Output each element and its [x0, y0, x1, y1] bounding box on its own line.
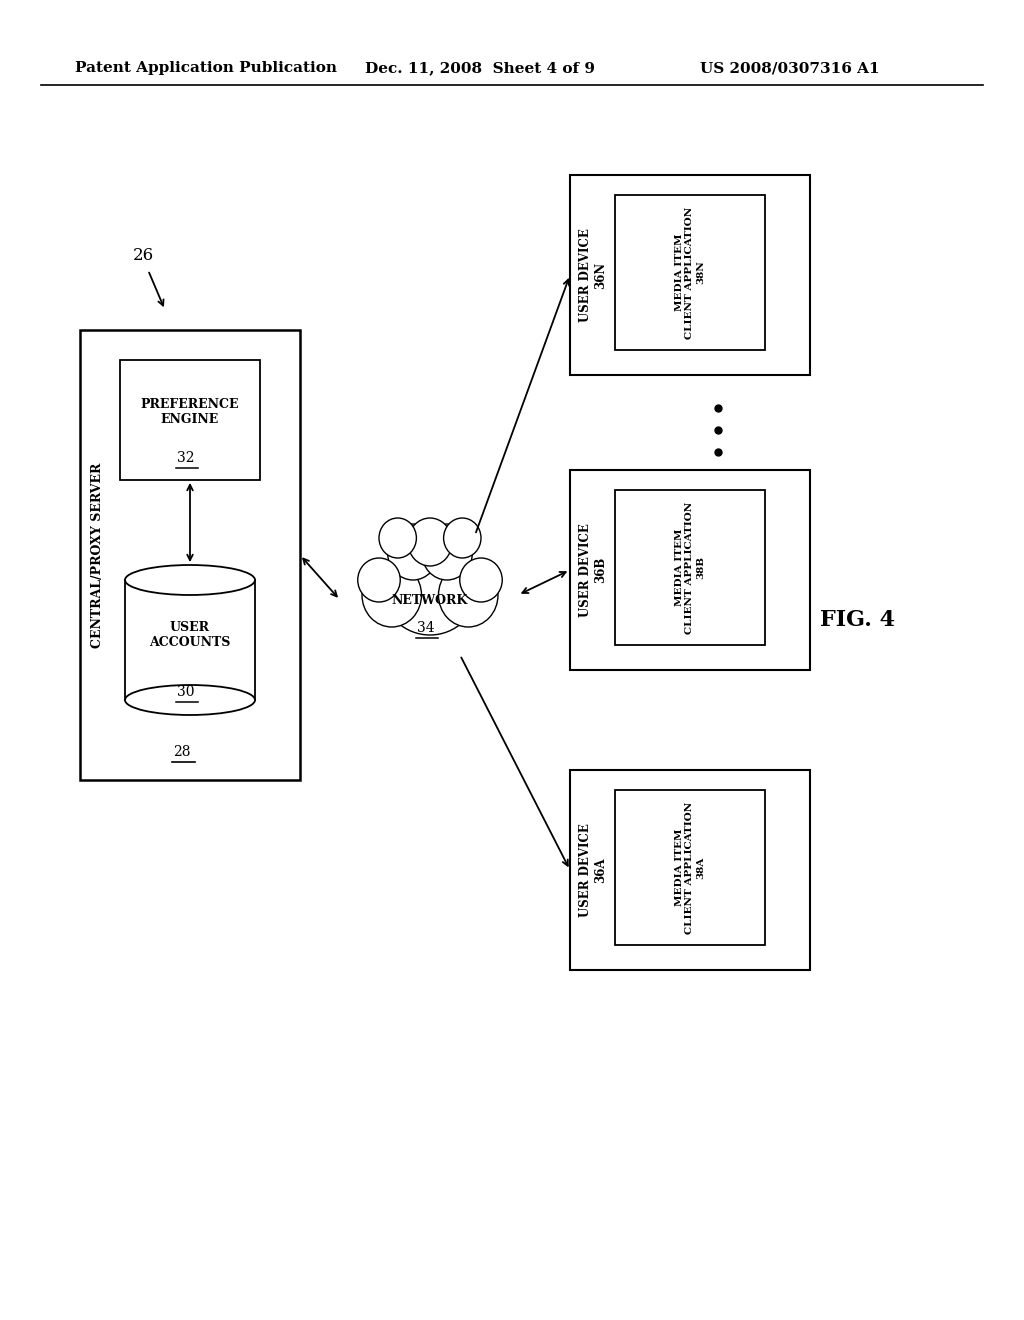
Ellipse shape [125, 685, 255, 715]
Text: USER DEVICE
36B: USER DEVICE 36B [579, 523, 607, 616]
Bar [570, 470, 810, 671]
Ellipse shape [362, 564, 422, 627]
Bar [570, 770, 810, 970]
Text: 28: 28 [173, 744, 190, 759]
Text: Dec. 11, 2008  Sheet 4 of 9: Dec. 11, 2008 Sheet 4 of 9 [365, 61, 595, 75]
Text: USER
ACCOUNTS: USER ACCOUNTS [150, 620, 230, 649]
Text: Patent Application Publication: Patent Application Publication [75, 61, 337, 75]
Text: NETWORK: NETWORK [392, 594, 468, 606]
Text: USER DEVICE
36N: USER DEVICE 36N [579, 228, 607, 322]
Ellipse shape [383, 545, 477, 635]
Ellipse shape [387, 524, 438, 579]
Ellipse shape [379, 517, 417, 558]
Text: 30: 30 [177, 685, 195, 700]
Text: FIG. 4: FIG. 4 [820, 609, 895, 631]
Ellipse shape [443, 517, 481, 558]
Bar [80, 330, 300, 780]
Ellipse shape [438, 564, 498, 627]
Text: MEDIA ITEM
CLIENT APPLICATION
38N: MEDIA ITEM CLIENT APPLICATION 38N [675, 206, 705, 339]
Ellipse shape [357, 558, 400, 602]
Text: 26: 26 [133, 247, 155, 264]
Text: MEDIA ITEM
CLIENT APPLICATION
38B: MEDIA ITEM CLIENT APPLICATION 38B [675, 502, 705, 634]
Ellipse shape [408, 517, 453, 566]
Text: 32: 32 [177, 451, 195, 465]
Text: USER DEVICE
36A: USER DEVICE 36A [579, 824, 607, 917]
Text: CENTRAL/PROXY SERVER: CENTRAL/PROXY SERVER [91, 462, 104, 648]
Ellipse shape [422, 524, 472, 579]
Bar [120, 360, 260, 480]
Text: US 2008/0307316 A1: US 2008/0307316 A1 [700, 61, 880, 75]
Bar [615, 195, 765, 350]
Bar [615, 789, 765, 945]
Ellipse shape [125, 565, 255, 595]
Text: PREFERENCE
ENGINE: PREFERENCE ENGINE [140, 399, 240, 426]
Bar [570, 176, 810, 375]
Text: MEDIA ITEM
CLIENT APPLICATION
38A: MEDIA ITEM CLIENT APPLICATION 38A [675, 801, 705, 933]
Bar [615, 490, 765, 645]
Ellipse shape [460, 558, 502, 602]
Text: 34: 34 [417, 620, 435, 635]
